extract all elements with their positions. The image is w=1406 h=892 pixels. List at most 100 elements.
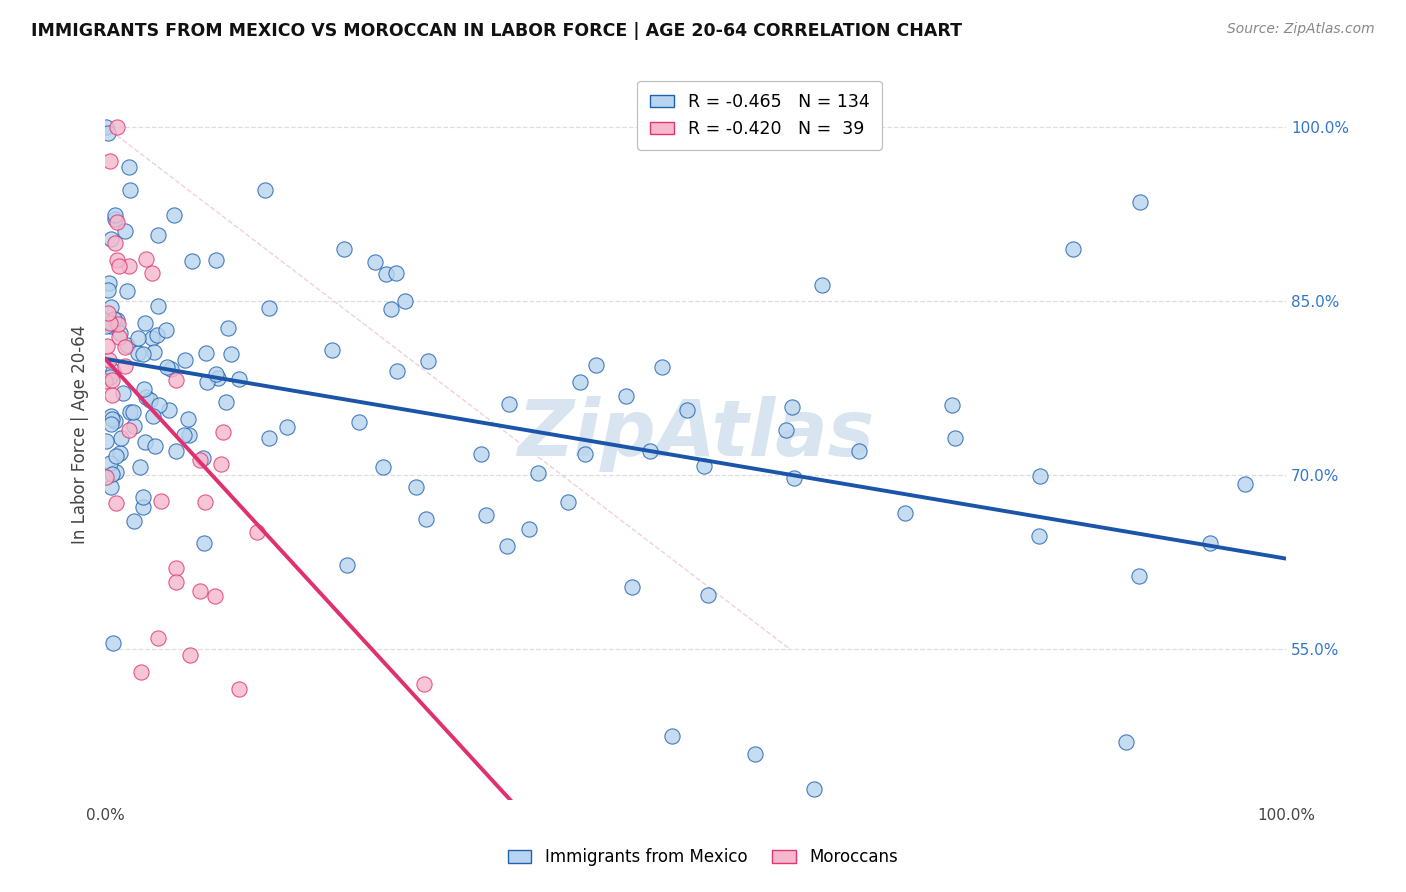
Point: [104, 413, 127, 427]
Point: [142, 409, 165, 424]
Point: [188, 584, 211, 599]
Point: [179, 428, 201, 442]
Point: [143, 345, 166, 359]
Point: [193, 536, 215, 550]
Point: [215, 395, 238, 409]
Point: [110, 431, 132, 445]
Point: [129, 665, 152, 680]
Point: [651, 359, 673, 374]
Point: [148, 227, 170, 242]
Point: [156, 360, 179, 375]
Point: [204, 589, 226, 603]
Point: [100, 300, 122, 314]
Point: [134, 434, 156, 449]
Point: [103, 636, 125, 650]
Point: [97, 283, 120, 297]
Point: [661, 729, 683, 743]
Point: [101, 411, 124, 425]
Point: [205, 367, 228, 381]
Point: [143, 439, 166, 453]
Point: [416, 354, 439, 368]
Point: [103, 364, 125, 378]
Point: [122, 419, 145, 434]
Point: [228, 372, 250, 386]
Point: [118, 405, 141, 419]
Point: [217, 321, 239, 335]
Point: [101, 388, 124, 402]
Point: [118, 183, 141, 197]
Point: [96, 314, 118, 328]
Point: [697, 588, 720, 602]
Point: [173, 353, 195, 368]
Point: [155, 323, 177, 337]
Point: [100, 373, 122, 387]
Point: [195, 345, 218, 359]
Point: [132, 382, 155, 396]
Point: [107, 317, 129, 331]
Point: [744, 747, 766, 761]
Point: [259, 301, 281, 315]
Legend: Immigrants from Mexico, Moroccans: Immigrants from Mexico, Moroccans: [502, 842, 904, 873]
Point: [614, 389, 637, 403]
Point: [585, 358, 607, 372]
Point: [336, 558, 359, 572]
Point: [148, 398, 170, 412]
Point: [98, 370, 121, 384]
Point: [94, 374, 117, 388]
Point: [165, 373, 187, 387]
Point: [94, 318, 117, 333]
Point: [100, 480, 122, 494]
Point: [364, 254, 387, 268]
Point: [373, 460, 395, 475]
Point: [177, 412, 200, 426]
Point: [194, 495, 217, 509]
Point: [101, 467, 124, 482]
Point: [640, 444, 662, 458]
Point: [132, 500, 155, 515]
Point: [775, 423, 797, 437]
Point: [98, 456, 121, 470]
Point: [135, 252, 157, 267]
Point: [163, 208, 186, 222]
Point: [941, 398, 963, 412]
Point: [195, 375, 218, 389]
Point: [228, 681, 250, 696]
Point: [1199, 536, 1222, 550]
Point: [105, 313, 128, 327]
Point: [783, 471, 806, 485]
Point: [98, 352, 121, 367]
Point: [246, 524, 269, 539]
Point: [115, 284, 138, 298]
Point: [782, 401, 804, 415]
Point: [104, 208, 127, 222]
Point: [129, 460, 152, 475]
Point: [114, 340, 136, 354]
Point: [394, 293, 416, 308]
Point: [122, 515, 145, 529]
Point: [165, 574, 187, 589]
Point: [118, 161, 141, 175]
Point: [347, 416, 370, 430]
Point: [180, 254, 202, 268]
Point: [1234, 477, 1257, 491]
Point: [98, 154, 121, 169]
Point: [132, 347, 155, 361]
Point: [107, 120, 129, 134]
Point: [138, 392, 160, 407]
Point: [94, 434, 117, 448]
Point: [157, 403, 180, 417]
Point: [894, 506, 917, 520]
Point: [332, 242, 354, 256]
Point: [803, 781, 825, 796]
Point: [693, 459, 716, 474]
Point: [97, 127, 120, 141]
Point: [105, 215, 128, 229]
Point: [117, 338, 139, 352]
Point: [276, 419, 298, 434]
Point: [257, 431, 280, 445]
Point: [108, 260, 131, 274]
Point: [475, 508, 498, 523]
Point: [100, 231, 122, 245]
Point: [527, 467, 550, 481]
Point: [498, 397, 520, 411]
